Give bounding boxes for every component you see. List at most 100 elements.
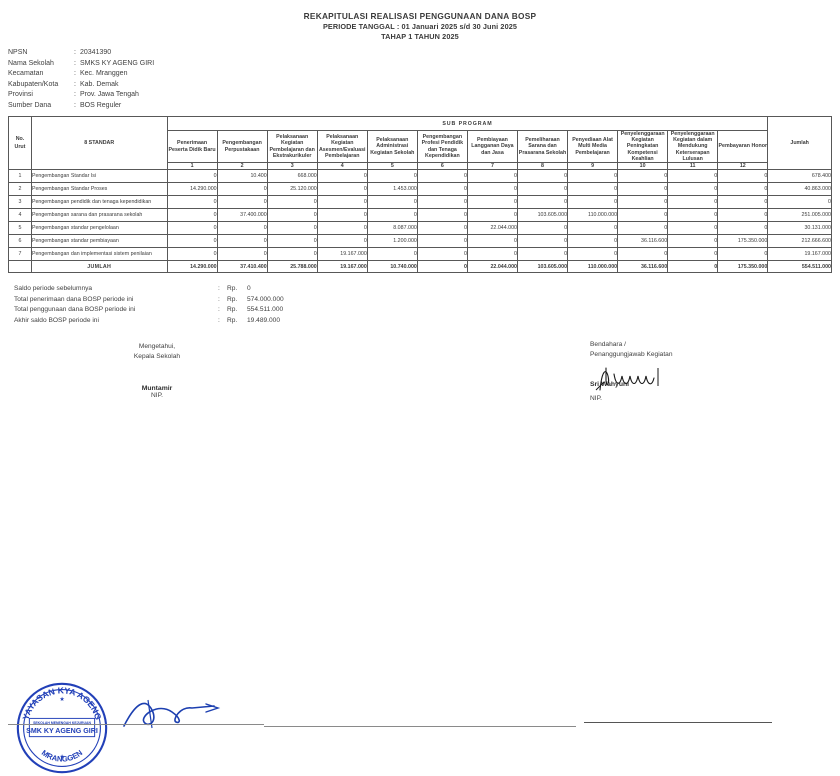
row-value-col-2: 0 [216,195,268,210]
row-no: 2 [8,182,32,197]
header-colnum-5: 5 [366,162,418,171]
header-subcolumn-10: Penyelenggaraan Kegiatan Peningkatan Kom… [617,129,669,164]
row-value-col-6: 0 [416,234,468,249]
identity-value: Kec. Mranggen [80,70,128,77]
row-value-col-10: 0 [617,221,669,236]
identity-row: Nama Sekolah: SMKS KY AGENG GIRI [8,59,840,70]
header-subcolumn-7: Pembiayaan Langganan Daya dan Jasa [466,129,518,164]
table-row: 1 Pengembangan Standar Isi 0 10.400 668.000 0… [8,169,832,184]
identity-colon: : [74,70,76,77]
row-value-col-11: 0 [667,234,719,249]
row-standard-name: Pengembangan dan implementasi sistem pen… [30,247,168,262]
row-standard-name: Pengembangan standar pembiayaan [30,234,168,249]
identity-label: Provinsi [8,91,33,98]
header-colnum-9: 9 [567,162,619,171]
signature-rule-mid [264,726,576,727]
total-value-col-4: 19.167.000 [316,260,368,274]
row-value-col-6: 0 [416,221,468,236]
identity-value: SMKS KY AGENG GIRI [80,59,155,67]
title-line-2: PERIODE TANGGAL : 01 Januari 2025 s/d 30… [322,22,518,31]
total-value-col-10: 36.116.600 [617,260,669,274]
row-no: 6 [8,234,32,249]
row-value-col-12: 0 [717,247,769,262]
identity-label: NPSN [8,49,28,56]
row-value-col-11: 0 [667,208,719,223]
summary-row: Total penerimaan dana BOSP periode ini: R… [14,295,840,306]
table-row: 7 Pengembangan dan implementasi sistem pe… [8,247,832,262]
header-no-urut: No. Urut [8,115,32,171]
row-value-col-2: 0 [216,234,268,249]
row-value-col-3: 0 [266,195,318,210]
summary-colon: : [218,295,220,303]
header-sub-program: SUB PROGRAM [166,116,769,131]
header-subcolumn-8: Pemeliharaan Sarana dan Prasarana Sekola… [516,129,569,164]
row-jumlah: 19.167.000 [767,247,832,262]
row-value-col-9: 0 [567,195,619,210]
signature-rule-right [584,722,772,723]
row-value-col-12: 175.350.000 [717,234,769,249]
total-value-col-1: 14.290.000 [166,260,218,274]
header-subcolumn-4: Pelaksanaan Kegiatan Asesmen/Evaluasi Pe… [316,129,368,164]
header-colnum-12: 12 [717,162,769,171]
identity-colon: : [74,101,76,109]
total-value-col-7: 22.044.000 [466,260,518,274]
row-value-col-9: 0 [567,247,619,262]
row-value-col-11: 0 [667,169,719,184]
row-value-col-9: 0 [567,234,619,249]
identity-colon: : [74,59,76,67]
total-value-col-12: 175.350.000 [717,260,769,274]
total-value-col-8: 103.605.000 [516,260,569,274]
table-row: 6 Pengembangan standar pembiayaan 0 0 0 0 1.20… [8,234,832,249]
header-no-line1: No. [15,136,25,142]
summary-currency: Rp. [227,285,238,293]
row-value-col-3: 0 [266,208,318,223]
summary-colon: : [218,316,220,324]
row-value-col-10: 0 [617,195,669,210]
row-value-col-8: 0 [516,247,569,262]
row-value-col-9: 110.000.000 [567,208,619,223]
header-colnum-2: 2 [216,162,268,171]
row-value-col-5: 0 [366,195,418,210]
left-sig-name: Muntamir [141,385,173,392]
school-identity-block: NPSN:20341390 Nama Sekolah: SMKS KY AGENG … [8,48,840,111]
row-value-col-3: 0 [266,221,318,236]
table-group-header-row: No. Urut 8 STANDAR SUB PROGRAM Jumlah [8,115,832,171]
header-subcolumn-3: Pelaksanaan Kegiatan Pembelajaran dan Ek… [266,129,318,164]
row-value-col-9: 0 [567,182,619,197]
header-colnum-1: 1 [166,162,218,171]
row-value-col-12: 0 [717,169,769,184]
row-value-col-6: 0 [416,182,468,197]
summary-label: Total penerimaan dana BOSP periode ini [14,295,134,303]
row-value-col-10: 0 [617,182,669,197]
row-value-col-10: 36.116.600 [617,234,669,249]
header-colnum-6: 6 [416,162,468,171]
header-colnum-4: 4 [316,162,368,171]
right-handwritten-signature-icon [595,367,659,391]
row-value-col-8: 0 [516,169,569,184]
row-value-col-5: 1.200.000 [366,234,418,249]
row-value-col-10: 0 [617,169,669,184]
row-value-col-6: 0 [416,208,468,223]
row-value-col-6: 0 [416,247,468,262]
row-value-col-8: 0 [516,182,569,197]
row-standard-name: Pengembangan Standar Isi [30,169,168,184]
summary-row: Total penggunaan dana BOSP periode ini: R… [14,305,840,316]
header-subcolumn-1: Penerimaan Peserta Didik Baru [166,129,218,164]
header-subcolumn-9: Penyediaan Alat Multi Media Pembelajaran [567,129,619,164]
row-value-col-2: 10.400 [216,169,268,184]
row-value-col-11: 0 [667,195,719,210]
row-value-col-1: 0 [166,247,218,262]
identity-label: Kecamatan [8,70,44,77]
document-page: REKAPITULASI REALISASI PENGGUNAAN DANA B… [8,11,840,774]
row-value-col-12: 0 [717,208,769,223]
header-colnum-11: 11 [667,162,719,171]
row-value-col-11: 0 [667,221,719,236]
summary-label: Total penggunaan dana BOSP periode ini [14,306,136,314]
row-standard-name: Pengembangan Standar Proses [30,182,168,197]
identity-colon: : [74,91,76,98]
summary-colon: : [218,285,220,293]
row-no: 1 [8,169,32,184]
summary-currency: Rp. [227,306,238,314]
school-stamp-icon: YAYASAN KYA AGENG MRANGGEN SEKOLAH MENEN… [16,682,108,774]
summary-value: 574.000.000 [247,295,284,303]
